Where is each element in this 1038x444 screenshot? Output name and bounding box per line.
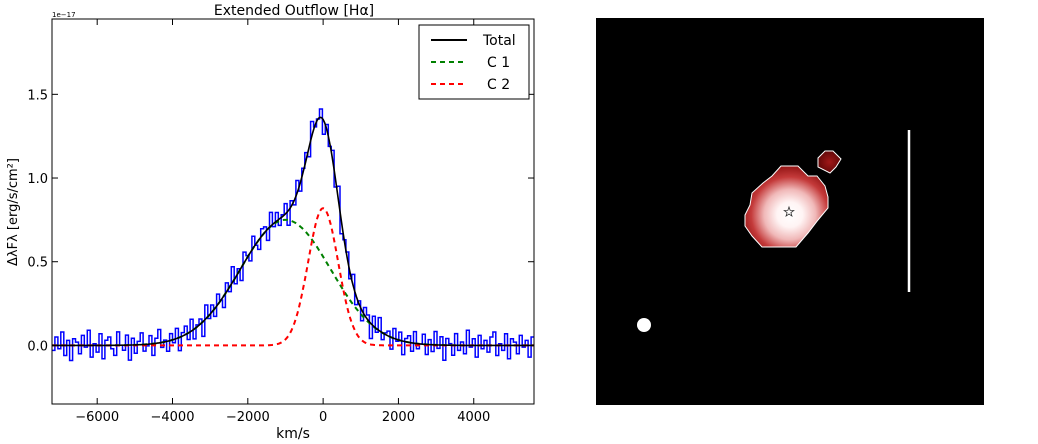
series-line-total <box>52 116 534 347</box>
legend-label-c2: C 2 <box>487 77 510 93</box>
x-tick-label: 0 <box>319 410 327 425</box>
x-tick-label: 4000 <box>457 410 490 425</box>
legend-label-total: Total <box>482 33 516 49</box>
x-axis-ticks: −6000 −4000 −2000 0 2000 4000 <box>75 19 490 425</box>
chart-title: Extended Outflow [Hα] <box>214 3 374 19</box>
plot-frame <box>51 18 535 405</box>
y-tick-label: 0.5 <box>27 256 48 271</box>
plot-area <box>52 108 534 362</box>
x-tick-label: −6000 <box>75 410 119 425</box>
y-axis-label: ΔλFλ [erg/s/cm²] <box>6 158 21 266</box>
y-tick-label: 1.0 <box>27 172 48 187</box>
main-emission-region <box>744 165 829 248</box>
emission-map-panel <box>596 18 984 405</box>
x-tick-label: −2000 <box>226 410 270 425</box>
x-tick-label: 2000 <box>382 410 415 425</box>
legend-label-c1: C 1 <box>487 55 510 71</box>
legend-box <box>418 24 530 100</box>
beam-size-marker <box>637 318 651 332</box>
y-axis-ticks: 0.0 0.5 1.0 1.5 <box>27 88 534 354</box>
secondary-emission-region <box>817 150 842 174</box>
y-tick-label: 0.0 <box>27 339 48 354</box>
x-tick-label: −4000 <box>151 410 195 425</box>
x-axis-label: km/s <box>276 426 310 442</box>
series-line-c2 <box>52 207 534 347</box>
legend: Total C 1 C 2 <box>418 24 530 100</box>
nucleus-star-marker <box>783 205 795 218</box>
axis-offset-label: 1e−17 <box>52 11 76 19</box>
observed-spectrum-line <box>52 108 534 362</box>
series-line-c1 <box>52 218 534 347</box>
y-tick-label: 1.5 <box>27 88 48 103</box>
spectrum-panel: Extended Outflow [Hα] 1e−17 −6000 −4000 −2… <box>6 3 535 442</box>
